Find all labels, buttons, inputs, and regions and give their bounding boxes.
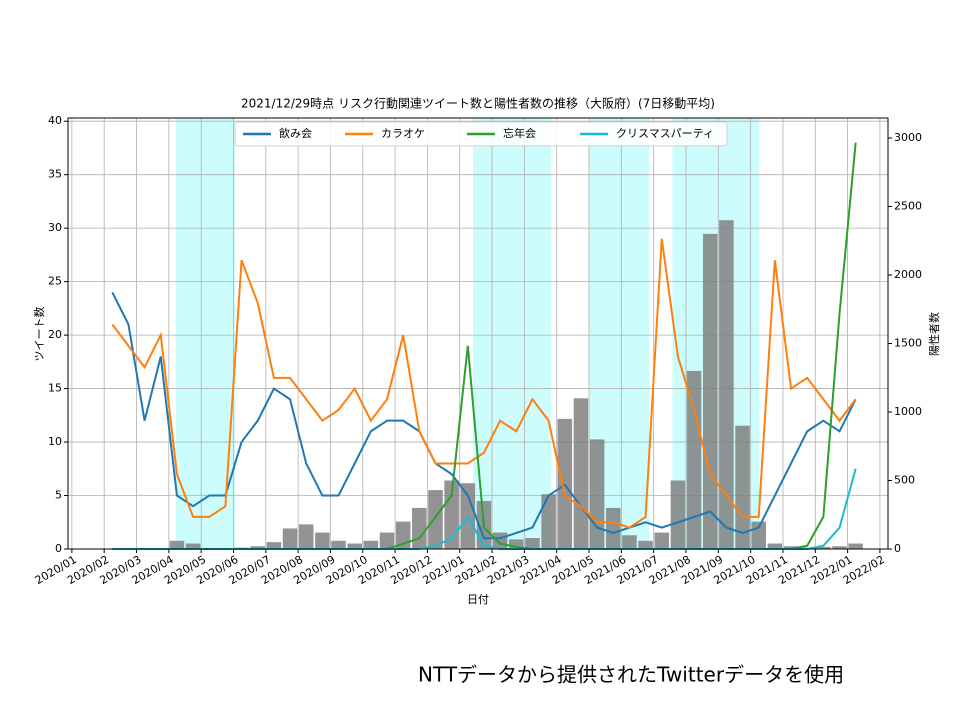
bar [379,532,395,549]
footnote: NTTデータから提供されたTwitterデータを使用 [418,663,844,687]
y2-tick-label: 500 [894,474,915,487]
legend-label: カラオケ [381,127,425,140]
bar [185,543,201,549]
bar [670,480,686,549]
y-tick-label: 40 [48,114,62,127]
bar [654,532,670,549]
bar [767,543,783,549]
bar [266,542,282,549]
bar [525,538,540,549]
bar [686,370,702,549]
y2-tick-label: 1500 [894,337,922,350]
y-tick-label: 35 [48,168,62,181]
x-axis-label: 日付 [467,593,489,606]
bar [250,546,266,549]
legend-label: クリスマスパーティ [616,127,714,140]
bar [347,543,362,549]
bar [816,546,831,549]
plot-frame [67,117,889,550]
y2-tick-label: 2500 [894,200,922,213]
bar [605,507,621,549]
bar [832,546,847,549]
y2-axis-label: 陽性者数 [927,312,941,356]
y-tick-label: 20 [48,328,62,341]
bar [509,539,524,549]
legend-label: 忘年会 [503,126,536,140]
y2-tick-label: 3000 [894,131,922,144]
y-tick-label: 10 [48,435,62,448]
bar [428,490,443,549]
line-series [111,238,857,529]
y-tick-label: 5 [55,489,62,502]
chart-title: 2021/12/29時点 リスク行動関連ツイート数と陽性者数の推移（大阪府）(7… [241,96,715,111]
bar [331,540,346,549]
bar [573,398,589,549]
y-tick-label: 15 [48,382,62,395]
y2-tick-label: 1000 [894,405,922,418]
shaded-span [472,118,552,549]
y2-tick-label: 2000 [894,268,922,281]
bar [282,528,298,549]
line-series [111,291,857,540]
legend-label: 飲み会 [279,126,312,140]
bar [783,546,799,549]
bar [412,507,427,549]
bar [315,532,330,549]
y-tick-label: 25 [48,275,62,288]
bar [492,532,508,549]
y2-tick-label: 0 [894,542,901,555]
bar [719,220,734,549]
bar [363,540,379,549]
y-tick-label: 0 [55,542,62,555]
bar [638,540,653,549]
y-tick-label: 30 [48,221,62,234]
bar [848,543,863,549]
y-axis-label: ツイート数 [33,307,46,362]
bar [702,233,718,549]
bar [298,524,314,549]
bar [169,540,185,549]
shaded-span [175,118,236,549]
bar [589,439,605,549]
bar [622,535,637,549]
bar [735,425,750,549]
bar [541,494,556,549]
